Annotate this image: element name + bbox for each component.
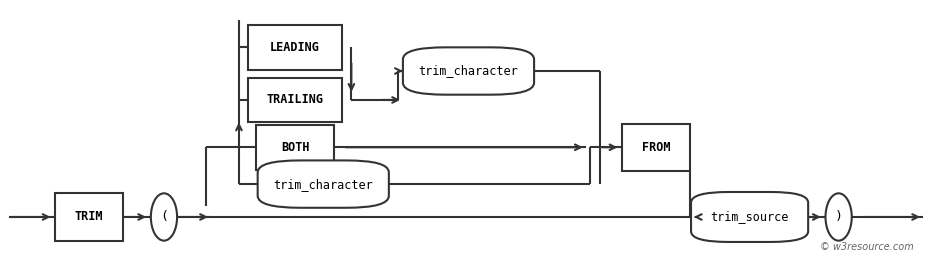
Ellipse shape [151,193,177,241]
Text: © w3resource.com: © w3resource.com [819,242,913,252]
Text: ): ) [834,210,841,224]
Text: LEADING: LEADING [270,41,320,54]
FancyBboxPatch shape [402,47,534,95]
FancyBboxPatch shape [256,125,334,170]
FancyBboxPatch shape [248,78,342,122]
Text: TRIM: TRIM [75,210,103,224]
Text: TRAILING: TRAILING [267,93,323,107]
Text: trim_character: trim_character [418,64,518,78]
FancyBboxPatch shape [257,160,388,208]
Ellipse shape [825,193,851,241]
FancyBboxPatch shape [55,193,123,241]
FancyBboxPatch shape [622,124,689,171]
Text: (: ( [160,210,168,224]
Text: trim_character: trim_character [273,178,373,191]
Text: FROM: FROM [641,141,669,154]
Text: trim_source: trim_source [709,210,788,224]
Text: BOTH: BOTH [281,141,309,154]
FancyBboxPatch shape [248,25,342,70]
FancyBboxPatch shape [690,192,807,242]
